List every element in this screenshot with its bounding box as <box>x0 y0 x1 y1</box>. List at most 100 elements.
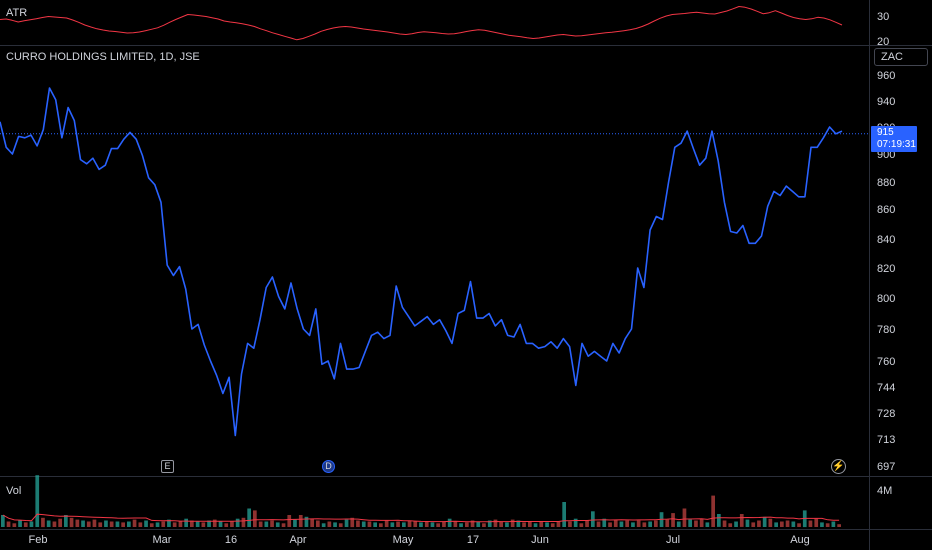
volume-bar <box>436 523 440 527</box>
volume-bar <box>568 521 572 527</box>
volume-bar <box>642 522 647 527</box>
volume-bar <box>516 520 521 527</box>
volume-bar <box>665 519 670 527</box>
volume-bar <box>235 518 240 527</box>
volume-bar <box>757 520 761 527</box>
volume-bar <box>676 521 681 527</box>
volume-bar <box>75 519 80 527</box>
volume-bar <box>762 516 767 527</box>
volume-bar <box>608 522 612 527</box>
volume-bar <box>132 519 137 527</box>
volume-bar <box>499 521 503 527</box>
volume-bar <box>550 523 555 527</box>
volume-bar <box>424 521 429 527</box>
volume-bar <box>768 518 773 527</box>
price-pane: 9609409209008808608408208007807607447287… <box>0 70 895 473</box>
volume-bar <box>539 521 544 527</box>
volume-bar <box>722 520 727 527</box>
volume-bar <box>201 522 206 527</box>
volume-bar <box>430 522 435 527</box>
volume-bar <box>287 515 292 527</box>
volume-bar <box>58 518 62 527</box>
volume-bar <box>253 510 257 528</box>
volume-bar <box>465 522 469 527</box>
volume-bar <box>350 517 355 528</box>
time-axis-border <box>0 529 932 530</box>
bar-countdown: 07:19:31 <box>877 139 916 150</box>
atr-axis-tick: 30 <box>877 11 889 23</box>
volume-bar <box>591 511 595 527</box>
volume-bar <box>774 522 778 527</box>
price-axis-tick: 697 <box>877 461 895 473</box>
volume-bar <box>298 515 303 527</box>
volume-bar <box>613 519 618 527</box>
volume-bar <box>361 521 366 527</box>
volume-bar <box>224 523 229 527</box>
volume-bar <box>144 520 148 527</box>
currency-button[interactable]: ZAC <box>874 48 928 66</box>
volume-bar <box>402 522 406 527</box>
price-axis-tick: 860 <box>877 204 895 216</box>
volume-bar <box>413 521 418 527</box>
volume-pane: 4M <box>1 475 892 528</box>
volume-bar <box>52 521 57 527</box>
volume-bar <box>161 521 166 527</box>
volume-bar <box>825 523 830 527</box>
volume-bar <box>648 521 652 527</box>
volume-bar <box>247 508 251 527</box>
volume-bar <box>734 521 738 527</box>
volume-bar <box>837 524 841 527</box>
atr-axis-tick: 20 <box>877 36 889 48</box>
volume-bar <box>705 522 710 527</box>
volume-bar <box>29 521 34 527</box>
time-axis-tick: Apr <box>289 534 306 546</box>
volume-bar <box>562 502 566 527</box>
volume-bar <box>155 522 160 527</box>
volume-bar <box>745 519 750 527</box>
volume-bar <box>533 523 538 527</box>
dividend-marker[interactable]: D <box>322 460 335 473</box>
volume-bar <box>470 520 475 527</box>
price-axis-tick: 940 <box>877 96 895 108</box>
volume-bar <box>453 521 458 527</box>
volume-bar <box>717 514 721 527</box>
symbol-title[interactable]: CURRO HOLDINGS LIMITED, 1D, JSE <box>6 51 200 63</box>
volume-bar <box>241 517 246 528</box>
price-series-line <box>0 87 843 437</box>
atr-indicator-label[interactable]: ATR <box>6 7 28 19</box>
volume-bar <box>751 522 756 527</box>
volume-bar <box>791 521 796 527</box>
volume-bar <box>367 521 372 527</box>
volume-bar <box>121 522 125 527</box>
volume-bar <box>23 522 28 527</box>
volume-bar <box>109 521 114 527</box>
volume-bar <box>384 520 389 527</box>
volume-bar <box>482 523 486 527</box>
volume-bar <box>682 508 687 527</box>
volume-bar <box>619 521 624 527</box>
time-axis: Feb Mar 16 Apr May 17 Jun Jul Aug <box>29 534 810 546</box>
volume-bar <box>18 520 22 527</box>
last-price-tag: 915 07:19:31 <box>871 126 917 152</box>
earnings-marker[interactable]: E <box>161 460 174 473</box>
volume-bar <box>585 520 589 527</box>
atr-pane-border <box>0 45 932 46</box>
volume-bar <box>814 518 819 527</box>
volume-bar <box>81 520 85 527</box>
volume-bar <box>545 522 549 527</box>
time-axis-tick: Aug <box>790 534 810 546</box>
volume-indicator-label[interactable]: Vol <box>6 485 22 497</box>
volume-bar <box>172 522 177 527</box>
volume-bar <box>167 519 171 527</box>
volume-bar <box>92 519 97 527</box>
volume-bar <box>407 520 412 527</box>
volume-bar <box>602 518 607 527</box>
time-axis-tick: 17 <box>467 534 479 546</box>
news-flash-icon[interactable]: ⚡ <box>831 459 846 474</box>
volume-bar <box>396 521 400 527</box>
volume-bar <box>218 521 223 527</box>
volume-bar <box>476 521 481 527</box>
price-axis-tick: 728 <box>877 408 895 420</box>
volume-bar <box>694 520 698 527</box>
